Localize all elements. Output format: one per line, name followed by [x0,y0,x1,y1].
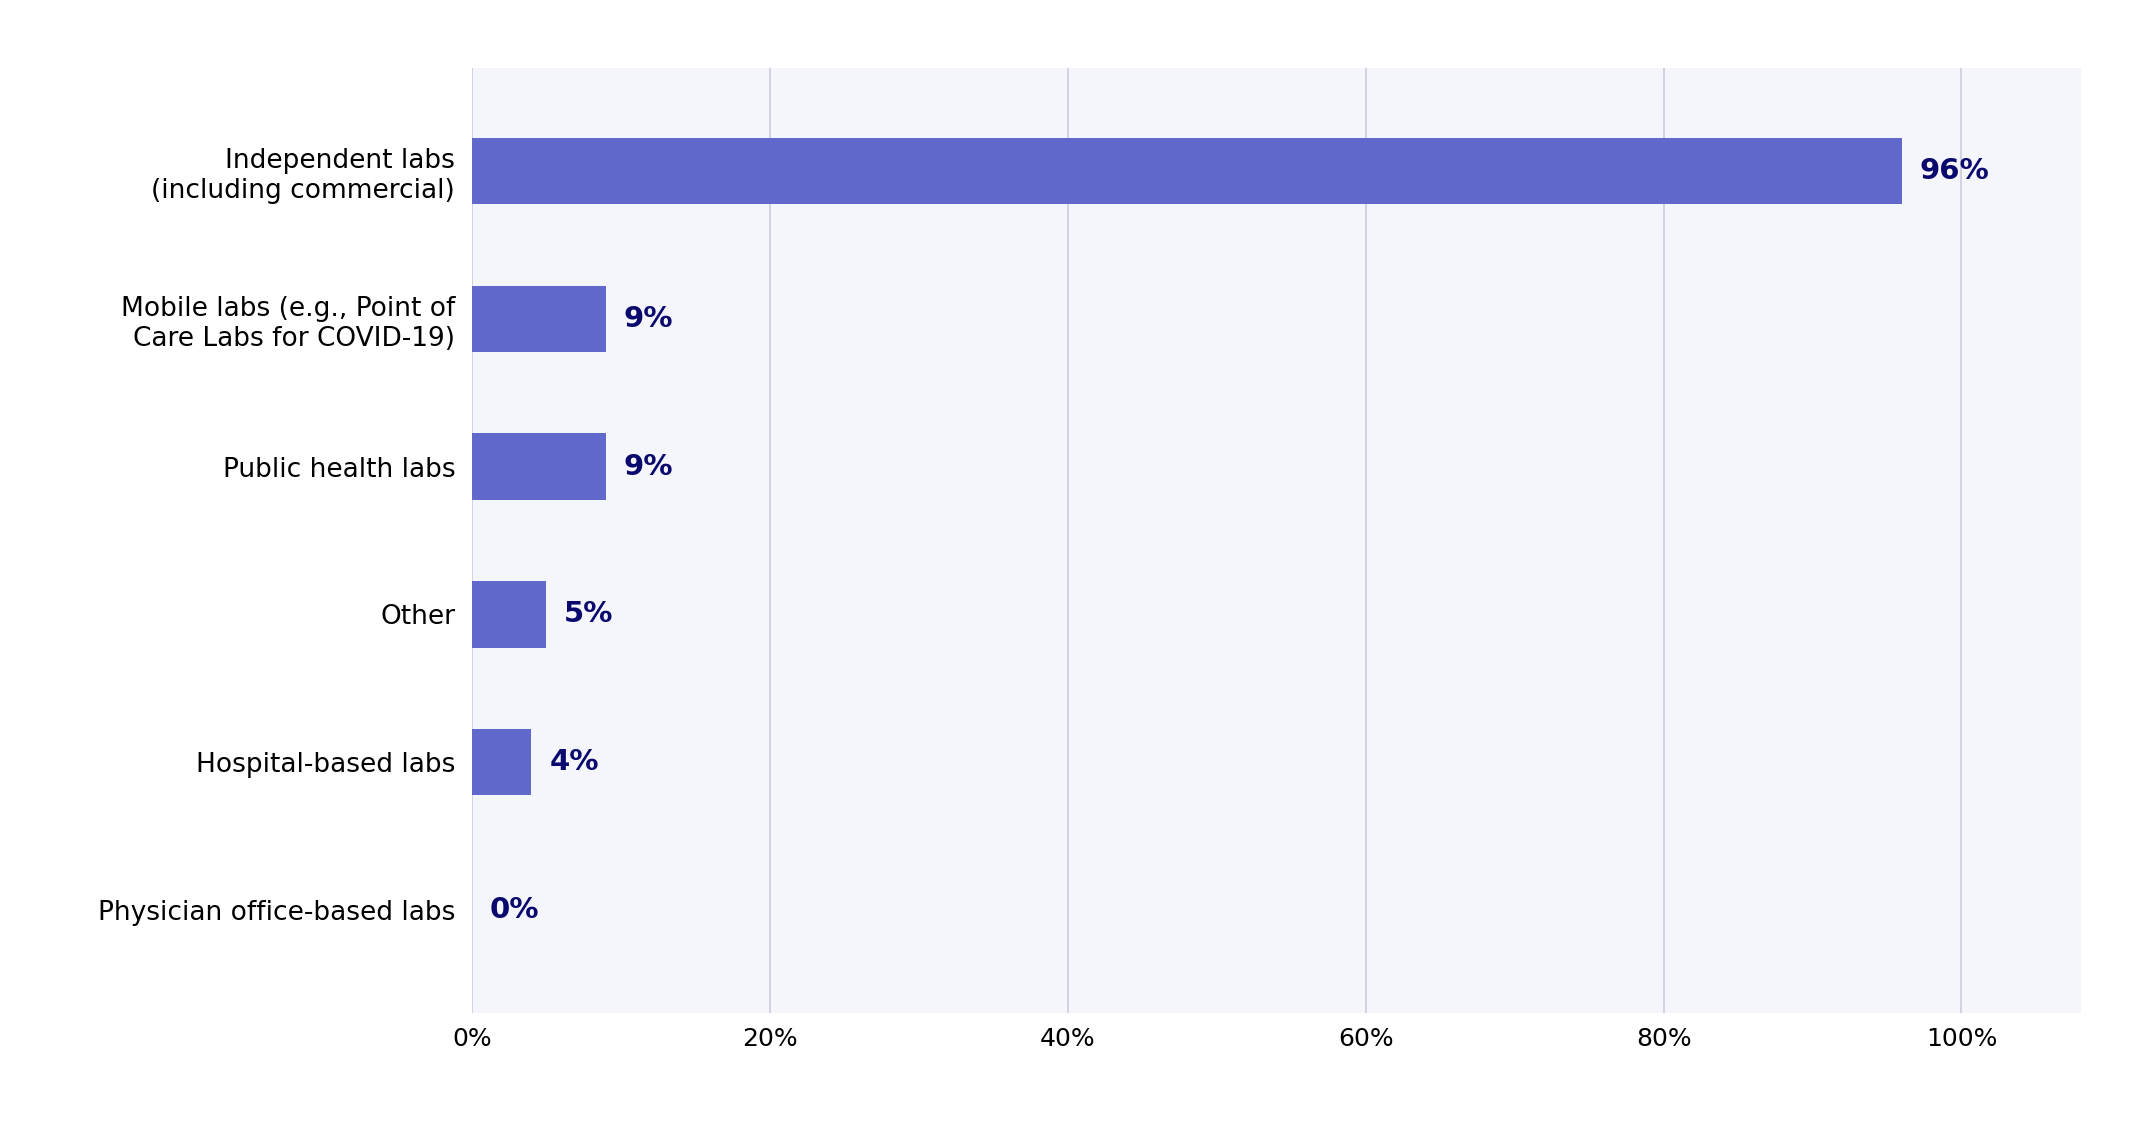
Bar [472,581,547,647]
Bar [472,434,605,500]
Text: 96%: 96% [1920,157,1991,185]
Bar [472,137,1903,204]
Text: 9%: 9% [624,453,674,481]
Text: 9%: 9% [624,305,674,333]
Bar [472,286,605,352]
Text: 4%: 4% [549,748,598,776]
Text: 0%: 0% [489,896,538,924]
Bar [472,729,532,795]
Text: 5%: 5% [564,600,613,628]
